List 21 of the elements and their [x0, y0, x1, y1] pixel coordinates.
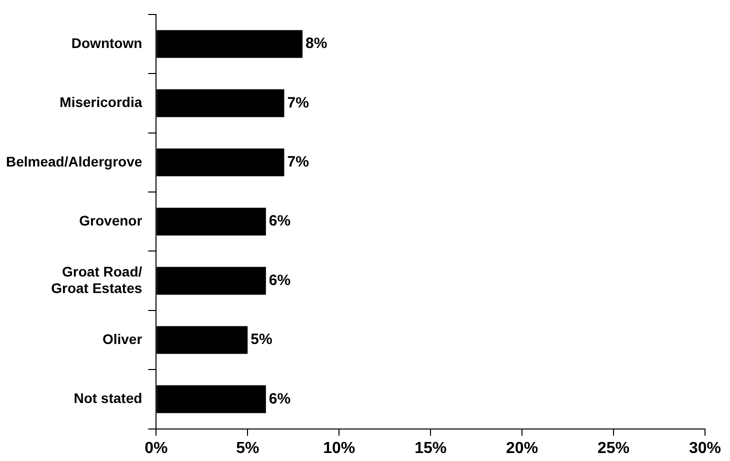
y-tick-label: Groat Road/ Groat Estates — [51, 263, 142, 296]
x-tick-label: 15% — [414, 440, 447, 457]
x-tick-label: 25% — [598, 440, 630, 457]
data-label: 7% — [287, 94, 309, 112]
x-tick-label: 10% — [323, 440, 356, 457]
y-tick-label: Grovenor — [79, 212, 143, 228]
x-tick-label: 20% — [506, 440, 538, 457]
data-label: 5% — [250, 331, 272, 348]
data-label: 7% — [287, 154, 309, 171]
y-tick-label: Downtown — [71, 34, 142, 51]
y-tick-label: Belmead/Aldergrove — [6, 153, 142, 170]
data-label: 6% — [268, 390, 291, 408]
data-label: 8% — [306, 35, 328, 52]
x-tick-label: 0% — [144, 440, 168, 457]
y-tick-label: Not stated — [74, 390, 142, 406]
y-tick-label: Oliver — [102, 330, 143, 347]
x-tick-label: 30% — [688, 440, 722, 457]
x-tick-label: 5% — [236, 440, 260, 457]
y-tick-label: Misericordia — [60, 94, 142, 110]
data-label: 6% — [268, 272, 291, 289]
data-label: 6% — [268, 212, 291, 230]
